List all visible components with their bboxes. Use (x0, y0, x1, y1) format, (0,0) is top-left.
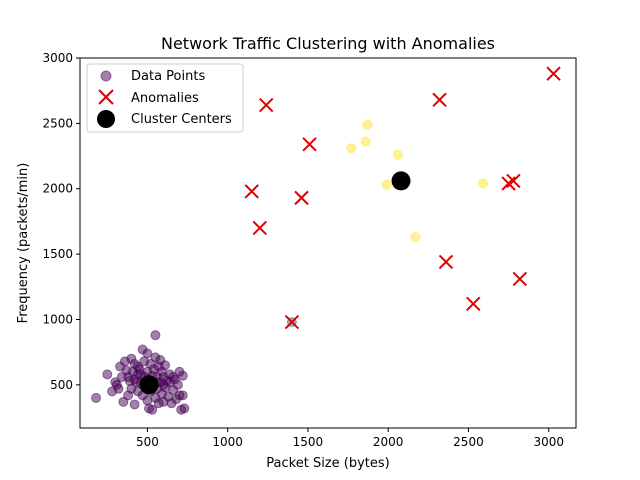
data-point (168, 372, 179, 383)
data-point (160, 360, 171, 371)
legend-label-cluster-centers: Cluster Centers (131, 112, 232, 127)
data-point (392, 149, 403, 160)
data-point (177, 370, 188, 381)
cluster-center (391, 171, 411, 191)
data-point (360, 136, 371, 147)
anomaly-marker (252, 220, 267, 236)
anomaly-marker (506, 173, 521, 189)
y-tick-label: 2000 (42, 182, 73, 196)
data-point (142, 348, 153, 359)
legend-label-data-points: Data Points (131, 69, 205, 84)
anomaly-marker (258, 97, 274, 113)
anomaly-marker (432, 92, 447, 108)
anomaly-marker (244, 184, 259, 199)
data-point (381, 179, 392, 190)
anomaly-marker (302, 137, 317, 152)
anomaly-marker (438, 254, 454, 270)
data-point (102, 369, 113, 380)
legend-label-anomalies: Anomalies (131, 91, 199, 106)
anomaly-marker (546, 66, 561, 81)
x-axis-label: Packet Size (bytes) (266, 456, 389, 471)
anomaly-marker (512, 271, 528, 287)
x-tick-label: 1500 (293, 435, 324, 449)
x-tick-label: 2000 (373, 435, 404, 449)
data-point (346, 143, 357, 154)
y-tick-label: 500 (50, 378, 73, 392)
chart-title: Network Traffic Clustering with Anomalie… (161, 34, 495, 53)
data-point (123, 372, 134, 383)
x-tick-label: 3000 (533, 435, 564, 449)
data-point (150, 330, 161, 341)
y-tick-label: 3000 (42, 51, 73, 65)
plot-area (91, 66, 561, 415)
y-tick-label: 1000 (42, 312, 73, 326)
x-axis: 500 1000 1500 2000 2500 3000 (136, 428, 564, 449)
x-tick-label: 1000 (212, 435, 243, 449)
plot-frame (79, 57, 577, 429)
legend-marker-data-points (100, 70, 112, 82)
data-point (177, 390, 188, 401)
y-tick-label: 2500 (42, 116, 73, 130)
legend-marker-anomalies (98, 89, 114, 105)
y-axis-label: Frequency (packets/min) (16, 163, 31, 324)
data-point (179, 403, 190, 414)
data-point (410, 232, 421, 243)
data-point (129, 399, 140, 410)
data-point (113, 383, 124, 394)
x-tick-label: 500 (136, 435, 159, 449)
cluster-center (139, 375, 159, 395)
anomaly-marker (466, 296, 481, 312)
legend-box (86, 63, 244, 133)
data-point (147, 404, 158, 415)
x-tick-label: 2500 (453, 435, 484, 449)
data-point (91, 392, 102, 403)
data-point (362, 119, 373, 130)
y-tick-label: 1500 (42, 247, 73, 261)
data-point (132, 361, 143, 372)
anomaly-marker (294, 190, 309, 206)
y-axis: 500 1000 1500 2000 2500 3000 (42, 51, 80, 392)
legend-marker-cluster-centers (97, 110, 115, 128)
anomaly-marker (501, 176, 516, 191)
anomaly-marker (284, 314, 300, 330)
data-point (477, 178, 488, 189)
legend: Data Points Anomalies Cluster Centers (86, 63, 244, 133)
